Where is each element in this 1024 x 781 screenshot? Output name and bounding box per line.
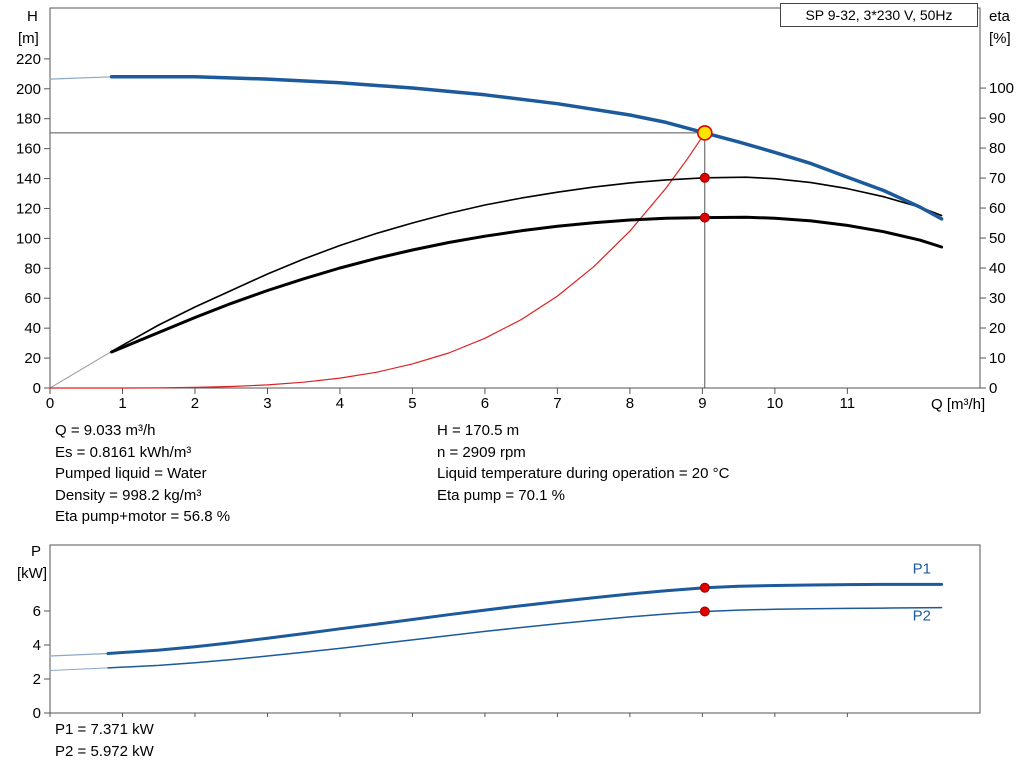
y-right-axis-title: eta [989, 8, 1011, 25]
x-tick-label: 7 [553, 395, 561, 412]
pump-model-label: SP 9-32, 3*230 V, 50Hz [780, 3, 978, 27]
eta-curves-lead [49, 350, 113, 389]
duty-info-line-q: Q = 9.033 m³/h [55, 422, 156, 439]
duty-info-line-temp: Liquid temperature during operation = 20… [437, 465, 730, 483]
y-right-tick-label: 70 [989, 170, 1006, 187]
x-tick-label: 9 [698, 395, 706, 412]
x-tick-label: 5 [408, 395, 416, 412]
y-left-tick-label: 120 [16, 200, 41, 217]
y-right-tick-label: 30 [989, 290, 1006, 307]
duty-info-line-es: Es = 0.8161 kWh/m³ [55, 443, 192, 461]
y-left-tick-label: 60 [24, 290, 41, 307]
y-left-tick-label: 80 [24, 260, 41, 277]
y-right-tick-label: 100 [989, 80, 1014, 97]
power-chart: 0 2 4 6 P [kW] P1 P2 [17, 543, 981, 720]
y-left-tick-label: 4 [33, 637, 41, 654]
y-left-tick-label: 6 [33, 603, 41, 620]
y-left-axis-title: P [31, 543, 41, 560]
h-curve-lead [49, 76, 113, 80]
duty-info-left: Q = 9.033 m³/h Es = 0.8161 kWh/m³ Pumped… [55, 420, 230, 528]
y-left-tick-label: 140 [16, 171, 41, 188]
eta-pump-duty-dot [699, 172, 710, 183]
y-right-tick-label: 0 [989, 380, 997, 397]
p2-curve-lead [49, 667, 109, 671]
y-left-tick-label: 2 [33, 671, 41, 688]
p2-duty-dot [699, 606, 710, 617]
duty-info-line-h: H = 170.5 m [437, 422, 520, 439]
x-tick-label: 3 [263, 395, 271, 412]
y-left-axis-title: H [27, 8, 38, 25]
p1-curve [106, 582, 944, 655]
x-tick-label: 11 [840, 395, 856, 412]
x-tick-label: 8 [626, 395, 634, 412]
duty-info-line-density: Density = 998.2 kg/m³ [55, 486, 202, 504]
y-right-tick-label: 60 [989, 200, 1006, 217]
y-left-tick-label: 220 [16, 51, 41, 68]
x-tick-label: 6 [481, 395, 489, 412]
p2-series-label: P2 [913, 607, 931, 624]
x-tick-label: 1 [118, 395, 126, 412]
x-tick-label: 10 [767, 395, 784, 412]
y-right-axis-title: [%] [989, 30, 1011, 47]
y-left-tick-label: 20 [24, 350, 41, 367]
y-left-tick-label: 200 [16, 81, 41, 98]
eta-motor-duty-dot [699, 212, 710, 223]
y-right-tick-label: 10 [989, 350, 1006, 367]
y-left-tick-label: 160 [16, 141, 41, 158]
p2-curve [107, 606, 943, 669]
duty-info-right: H = 170.5 m n = 2909 rpm Liquid temperat… [437, 420, 729, 506]
x-tick-label: 2 [191, 395, 199, 412]
p1-duty-dot [699, 582, 710, 593]
y-left-tick-label: 40 [24, 320, 41, 337]
power-plot-border [49, 544, 981, 714]
y-right-tick-label: 40 [989, 260, 1006, 277]
y-right-tick-label: 90 [989, 110, 1006, 127]
y-left-axis-title: [m] [18, 30, 39, 47]
p1-curve-lead [49, 652, 109, 657]
qh_eta-plot-border [49, 7, 981, 389]
power-info: P1 = 7.371 kW P2 = 5.972 kW [55, 719, 154, 762]
y-left-tick-label: 0 [33, 705, 41, 720]
y-left-axis-title: [kW] [17, 565, 47, 582]
duty-point-marker[interactable] [696, 125, 713, 141]
y-left-tick-label: 100 [16, 230, 41, 247]
p1-series-label: P1 [913, 561, 931, 578]
pump-model-text: SP 9-32, 3*230 V, 50Hz [805, 7, 953, 23]
power-info-line-p2: P2 = 5.972 kW [55, 742, 154, 760]
eta-pump-curve [110, 176, 943, 353]
y-left-tick-label: 0 [33, 380, 41, 397]
qh-eta-chart: 0204060801001201401601802002200102030405… [16, 7, 1014, 413]
x-axis-title: Q [m³/h] [931, 396, 985, 413]
duty-info-line-liquid: Pumped liquid = Water [55, 465, 207, 483]
y-right-tick-label: 50 [989, 230, 1006, 247]
power-info-line-p1: P1 = 7.371 kW [55, 721, 154, 738]
system-curve [49, 132, 706, 389]
x-tick-label: 0 [46, 395, 54, 412]
y-right-tick-label: 20 [989, 320, 1006, 337]
duty-info-line-eta-pm: Eta pump+motor = 56.8 % [55, 508, 231, 526]
duty-info-line-eta: Eta pump = 70.1 % [437, 486, 565, 504]
y-left-tick-label: 180 [16, 111, 41, 128]
duty-info-line-n: n = 2909 rpm [437, 443, 526, 461]
y-right-tick-label: 80 [989, 140, 1006, 157]
x-tick-label: 4 [336, 395, 344, 412]
h-curve [109, 75, 944, 221]
eta-pump-motor-curve [110, 215, 944, 354]
